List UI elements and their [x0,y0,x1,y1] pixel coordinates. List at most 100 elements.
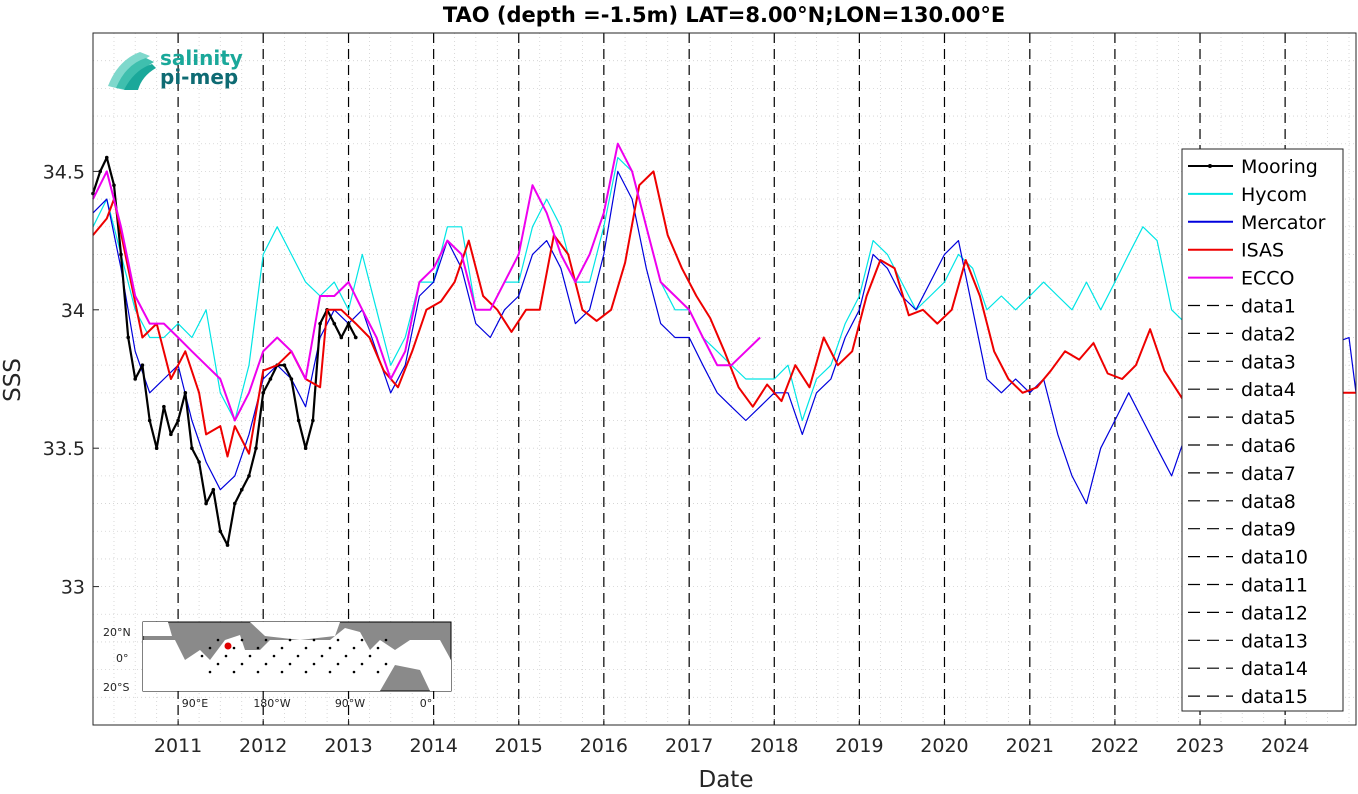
legend-entry: data1 [1188,296,1296,318]
inset-buoy-dot [320,654,324,658]
logo-line1: salinity [160,46,243,70]
series-point-mooring [332,321,337,326]
series-point-mooring [318,321,322,326]
series-point-mooring [204,501,208,506]
series-point-mooring [154,446,159,451]
chart-title: TAO (depth =-1.5m) LAT=8.00°N;LON=130.00… [443,3,1005,27]
inset-lat-label-0: 0° [116,652,129,665]
legend-entry: data7 [1188,463,1296,485]
legend-entry: data2 [1188,323,1296,345]
legend-label: data14 [1241,658,1308,680]
inset-buoy-dot [280,646,284,650]
x-tick-label: 2013 [324,735,372,757]
inset-buoy-dot [384,638,388,642]
y-axis-label: SSS [0,358,26,402]
series-point-mooring [339,335,344,340]
inset-buoy-dot [216,662,220,666]
legend-label: data15 [1241,686,1308,708]
inset-buoy-dot [256,670,260,674]
legend-label: data12 [1241,602,1308,624]
legend-label: Mercator [1241,212,1326,234]
series-point-mooring [119,252,123,257]
series-point-mooring [211,487,216,492]
series-point-mooring [190,446,194,451]
inset-location-map: 20°N 0° 20°S 90°E 180°W 90°W 0° [103,621,452,710]
legend-label: data2 [1241,323,1296,345]
series-point-mooring [254,446,258,451]
inset-buoy-dot [368,654,372,658]
inset-buoy-dot [208,646,212,650]
legend-entry: data11 [1188,575,1308,597]
series-point-mooring [169,432,173,437]
series-line-isas [92,170,1356,458]
x-tick-labels: 2011 2012 2013 2014 2015 2016 2017 2018 2019 2020… [154,719,1309,757]
legend-label: ISAS [1241,240,1284,262]
x-tick-label: 2019 [835,735,883,757]
inset-buoy-dot [240,638,244,642]
inset-buoy-dot [304,646,308,650]
inset-buoy-dot [224,654,228,658]
legend-label: Hycom [1241,184,1307,206]
legend-entry: Mercator [1188,212,1326,234]
x-tick-label: 2024 [1261,735,1309,757]
series-point-mooring [268,377,273,381]
series-point-mooring [133,377,138,381]
legend-label: data8 [1241,491,1296,513]
x-tick-label: 2015 [495,735,543,757]
legend-box [1181,148,1344,712]
mooring-array-dots [200,638,388,674]
series-point-mooring [162,404,166,409]
inset-buoy-dot [208,670,212,674]
inset-lon-label-90w: 90°W [335,697,365,710]
x-tick-label: 2016 [580,735,628,757]
inset-buoy-dot [336,638,340,642]
legend-label: data9 [1241,519,1296,541]
legend-entry: data15 [1188,686,1308,708]
legend-label: data13 [1241,630,1308,652]
series-point-mooring [104,155,109,160]
legend-label: data5 [1241,407,1296,429]
inset-buoy-dot [280,670,284,674]
inset-buoy-dot [376,670,380,674]
legend-entry: data3 [1188,351,1296,373]
series-point-mooring [289,377,294,381]
inset-buoy-dot [264,638,268,642]
legend-entry: Hycom [1188,184,1307,206]
inset-buoy-dot [248,654,252,658]
grid-layer [92,32,1356,726]
legend-entry: ISAS [1188,240,1284,262]
inset-lon-label-180w: 180°W [253,697,290,710]
salinity-pi-mep-logo: salinity pi-mep [108,46,243,90]
series-point-mooring [247,474,251,478]
logo-waves-icon [108,52,156,90]
inset-buoy-dot [312,662,316,666]
series-point-mooring [183,391,188,395]
inset-buoy-dot [360,662,364,666]
inset-buoy-dot [296,654,300,658]
series-point-mooring [98,169,103,174]
inset-lat-label-20n: 20°N [103,626,131,639]
inset-lon-label-90e: 90°E [182,697,208,710]
series-point-mooring [303,446,308,451]
inset-buoy-dot [264,662,268,666]
legend-entry: ECCO [1188,268,1295,290]
series-point-mooring [218,529,223,534]
legend-entry: data13 [1188,630,1308,652]
y-tick-label: 33.5 [43,438,85,460]
legend-entry: data8 [1188,491,1296,513]
logo-line2: pi-mep [160,65,238,89]
legend-entry: Mooring [1188,156,1318,178]
x-tick-label: 2023 [1176,735,1224,757]
y-tick-label: 34.5 [43,161,85,183]
series-point-mooring [147,418,152,423]
legend-entries: Mooring Hycom Mercator ISAS ECCO data1 data2 da… [1188,156,1326,708]
y-tick-labels: 33 33.5 34 34.5 [43,161,99,599]
inset-buoy-dot [384,662,388,666]
inset-buoy-dot [336,662,340,666]
series-point-mooring [346,321,351,326]
series-point-mooring [261,391,266,395]
series-line-ecco [92,142,761,422]
legend-entry: data4 [1188,379,1296,401]
series-point-mooring [225,543,230,547]
